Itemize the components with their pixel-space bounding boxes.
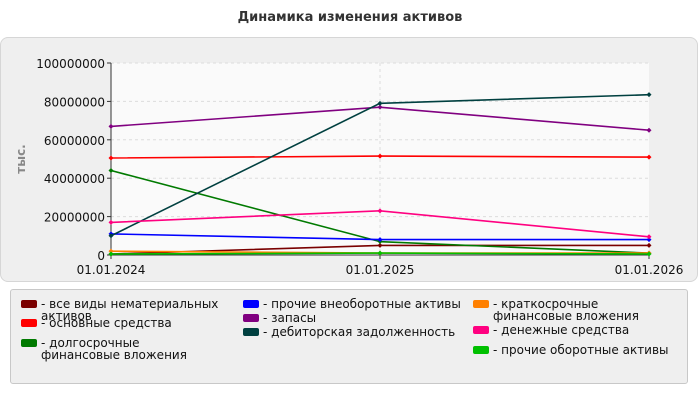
x-tick-label: 01.01.2024 xyxy=(77,263,146,277)
legend-label: - дебиторская задолженность xyxy=(263,325,456,339)
data-point xyxy=(646,242,652,248)
y-tick-label: 60000000 xyxy=(44,134,105,148)
legend-item: - прочие внеоборотные активы xyxy=(243,298,463,310)
legend-swatch xyxy=(21,339,37,347)
legend-label: - долгосрочные финансовые вложения xyxy=(41,336,187,362)
legend-swatch xyxy=(21,300,37,308)
legend-item: - долгосрочные финансовые вложения xyxy=(21,337,221,361)
legend-swatch xyxy=(243,300,259,308)
x-tick-labels: 01.01.2024 01.01.2025 01.01.2026 xyxy=(77,255,684,277)
legend-label: - прочие внеоборотные активы xyxy=(263,297,461,311)
legend-item: - запасы xyxy=(243,312,463,324)
legend-item: - основные средства xyxy=(21,317,221,329)
data-point xyxy=(646,234,652,240)
legend-label: - краткосрочные финансовые вложения xyxy=(493,297,639,323)
data-point xyxy=(377,250,383,256)
legend-swatch xyxy=(473,326,489,334)
data-point xyxy=(377,208,383,214)
legend-label: - прочие оборотные активы xyxy=(493,343,669,357)
legend-label: - запасы xyxy=(263,311,317,325)
legend: - все виды нематериальных активов - основ… xyxy=(10,289,688,384)
data-point xyxy=(108,248,114,254)
data-point xyxy=(646,127,652,133)
legend-label: - все виды нематериальных активов xyxy=(41,297,219,323)
data-point xyxy=(646,92,652,98)
legend-swatch xyxy=(21,319,37,327)
legend-swatch xyxy=(243,328,259,336)
y-tick-label: 20000000 xyxy=(44,211,105,225)
data-point xyxy=(377,100,383,106)
x-tick-label: 01.01.2025 xyxy=(346,263,415,277)
legend-item: - денежные средства xyxy=(473,324,679,336)
plot-panel: 0 20000000 40000000 60000000 80000000 1000000… xyxy=(0,37,698,282)
y-tick-label: 40000000 xyxy=(44,172,105,186)
legend-swatch xyxy=(473,300,489,308)
data-point xyxy=(377,242,383,248)
data-point xyxy=(377,153,383,159)
data-point xyxy=(108,233,114,239)
legend-item: - краткосрочные финансовые вложения xyxy=(473,298,679,322)
series-lines xyxy=(108,92,652,257)
y-tick-label: 0 xyxy=(97,249,105,263)
legend-item: - дебиторская задолженность xyxy=(243,326,463,338)
y-tick-label: 80000000 xyxy=(44,95,105,109)
line-chart: 0 20000000 40000000 60000000 80000000 1000000… xyxy=(14,57,684,277)
legend-item: - прочие оборотные активы xyxy=(473,344,679,356)
grid-lines xyxy=(111,62,649,255)
data-point xyxy=(108,219,114,225)
data-point xyxy=(646,251,652,257)
data-point xyxy=(108,155,114,161)
data-point xyxy=(646,154,652,160)
chart-title: Динамика изменения активов xyxy=(237,10,463,25)
data-point xyxy=(108,123,114,129)
legend-label: - денежные средства xyxy=(493,323,630,337)
legend-swatch xyxy=(243,314,259,322)
legend-label: - основные средства xyxy=(41,316,172,330)
y-tick-labels: 0 20000000 40000000 60000000 80000000 1000000… xyxy=(36,57,111,263)
data-point xyxy=(377,237,383,243)
y-tick-label: 100000000 xyxy=(36,57,105,71)
legend-swatch xyxy=(473,346,489,354)
data-point xyxy=(108,251,114,257)
data-point xyxy=(646,237,652,243)
data-point xyxy=(108,168,114,174)
legend-item: - все виды нематериальных активов xyxy=(21,298,221,322)
x-tick-label: 01.01.2026 xyxy=(615,263,684,277)
y-axis-label: тыс. xyxy=(14,144,28,173)
data-point xyxy=(377,104,383,110)
